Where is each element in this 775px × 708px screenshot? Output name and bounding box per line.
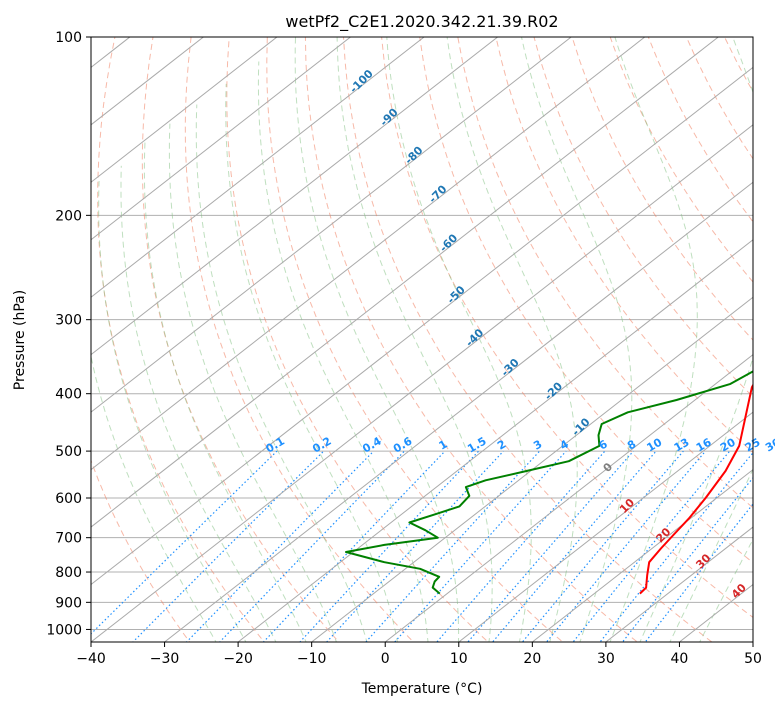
y-tick-label: 300	[55, 313, 82, 329]
moist-adiabats	[91, 37, 753, 642]
mixing-ratio-line	[262, 450, 446, 642]
moist-adiabat	[520, 37, 633, 642]
dry-adiabat	[97, 37, 265, 642]
isotherm	[91, 37, 646, 471]
x-tick-label: 0	[381, 651, 390, 667]
dry-adiabat	[141, 37, 340, 642]
mixing-ratio-line	[436, 450, 606, 642]
dry-adiabat	[533, 37, 753, 398]
chart-title: wetPf2_C2E1.2020.342.21.39.R02	[285, 12, 558, 32]
dry-adiabat	[381, 37, 753, 619]
isotherm	[310, 296, 753, 642]
dry-adiabat	[495, 37, 753, 454]
isotherm	[384, 354, 753, 642]
mixing-ratio-line	[621, 476, 753, 642]
y-tick-label: 900	[55, 595, 82, 611]
dry-adiabat	[226, 37, 489, 642]
temperature-line	[639, 383, 753, 595]
isotherm	[531, 468, 753, 642]
isotherm	[237, 239, 753, 642]
y-tick-label: 700	[55, 531, 82, 547]
y-tick-label: 800	[55, 565, 82, 581]
isotherm	[91, 37, 425, 298]
isotherm	[91, 37, 205, 126]
mixing-ratio-line	[491, 450, 657, 642]
mixing-ratio-label: 30	[763, 435, 775, 454]
dry-adiabat	[184, 37, 415, 642]
isotherm	[91, 37, 720, 528]
moist-adiabat	[336, 37, 493, 642]
moist-adiabat	[257, 61, 429, 642]
sounding-profiles	[345, 370, 753, 595]
dry-adiabat	[91, 459, 191, 642]
mixing-ratio-line	[365, 450, 541, 642]
x-tick-label: 30	[597, 651, 615, 667]
x-tick-label: −30	[150, 651, 180, 667]
mixing-ratio-line	[299, 450, 480, 642]
x-tick-label: −10	[297, 651, 327, 667]
moist-adiabat	[639, 37, 753, 642]
x-tick-label: 20	[523, 651, 541, 667]
dry-adiabat	[266, 37, 564, 642]
mixing-ratio-line	[393, 450, 567, 642]
moist-adiabat	[225, 83, 398, 642]
y-tick-label: 600	[55, 491, 82, 507]
y-tick-label: 400	[55, 387, 82, 403]
mixing-ratio-line	[467, 450, 634, 642]
isotherm	[91, 37, 352, 241]
dry-adiabat	[304, 37, 639, 642]
dry-adiabat	[457, 37, 753, 509]
x-tick-label: −40	[76, 651, 106, 667]
isotherm	[91, 124, 753, 642]
mixing-ratio-line	[91, 450, 278, 635]
mixing-ratio-lines	[91, 450, 753, 642]
moist-adiabat	[609, 37, 698, 642]
mixing-ratio-line	[572, 450, 731, 642]
isotherm	[163, 181, 753, 642]
y-axis-label: Pressure (hPa)	[12, 290, 28, 390]
dry-adiabat	[571, 37, 753, 341]
dry-adiabat	[419, 37, 753, 564]
mixing-ratio-line	[132, 450, 325, 642]
y-tick-label: 500	[55, 444, 82, 460]
skewed-isotherms	[91, 37, 753, 642]
moist-adiabat	[91, 354, 217, 642]
isotherm	[91, 37, 572, 413]
moist-adiabat	[195, 104, 368, 642]
x-tick-label: 10	[450, 651, 468, 667]
mixing-ratio-line	[325, 450, 504, 642]
mixing-ratio-line	[599, 451, 753, 642]
moist-adiabat	[120, 165, 277, 642]
x-tick-label: 40	[671, 651, 689, 667]
axes-ticks: −40 −30 −20 −10 0 10 20 30 40 50 100 200 300 400 500 60…	[46, 30, 762, 667]
moist-adiabat	[98, 180, 247, 642]
x-axis-label: Temperature (°C)	[361, 681, 483, 697]
moist-adiabat	[446, 37, 578, 642]
moist-adiabat	[669, 468, 753, 642]
dry-adiabat	[343, 37, 713, 642]
y-tick-label: 1000	[46, 622, 82, 638]
isotherm	[91, 37, 278, 183]
isotherm	[91, 37, 499, 356]
moist-adiabat	[168, 123, 337, 642]
dry-adiabats	[91, 37, 753, 642]
isotherm	[91, 66, 753, 586]
isotherm	[605, 526, 753, 642]
moist-adiabat	[143, 141, 307, 642]
moist-adiabat	[294, 37, 460, 642]
isotherm	[457, 411, 753, 642]
plot-frame	[90, 36, 754, 643]
y-tick-label: 200	[55, 208, 82, 224]
mixing-ratio-line	[218, 450, 405, 642]
dewpoint-line	[345, 370, 753, 595]
x-tick-label: 50	[744, 651, 762, 667]
moist-adiabat	[386, 37, 532, 642]
x-tick-label: −20	[223, 651, 253, 667]
y-tick-label: 100	[55, 30, 82, 46]
